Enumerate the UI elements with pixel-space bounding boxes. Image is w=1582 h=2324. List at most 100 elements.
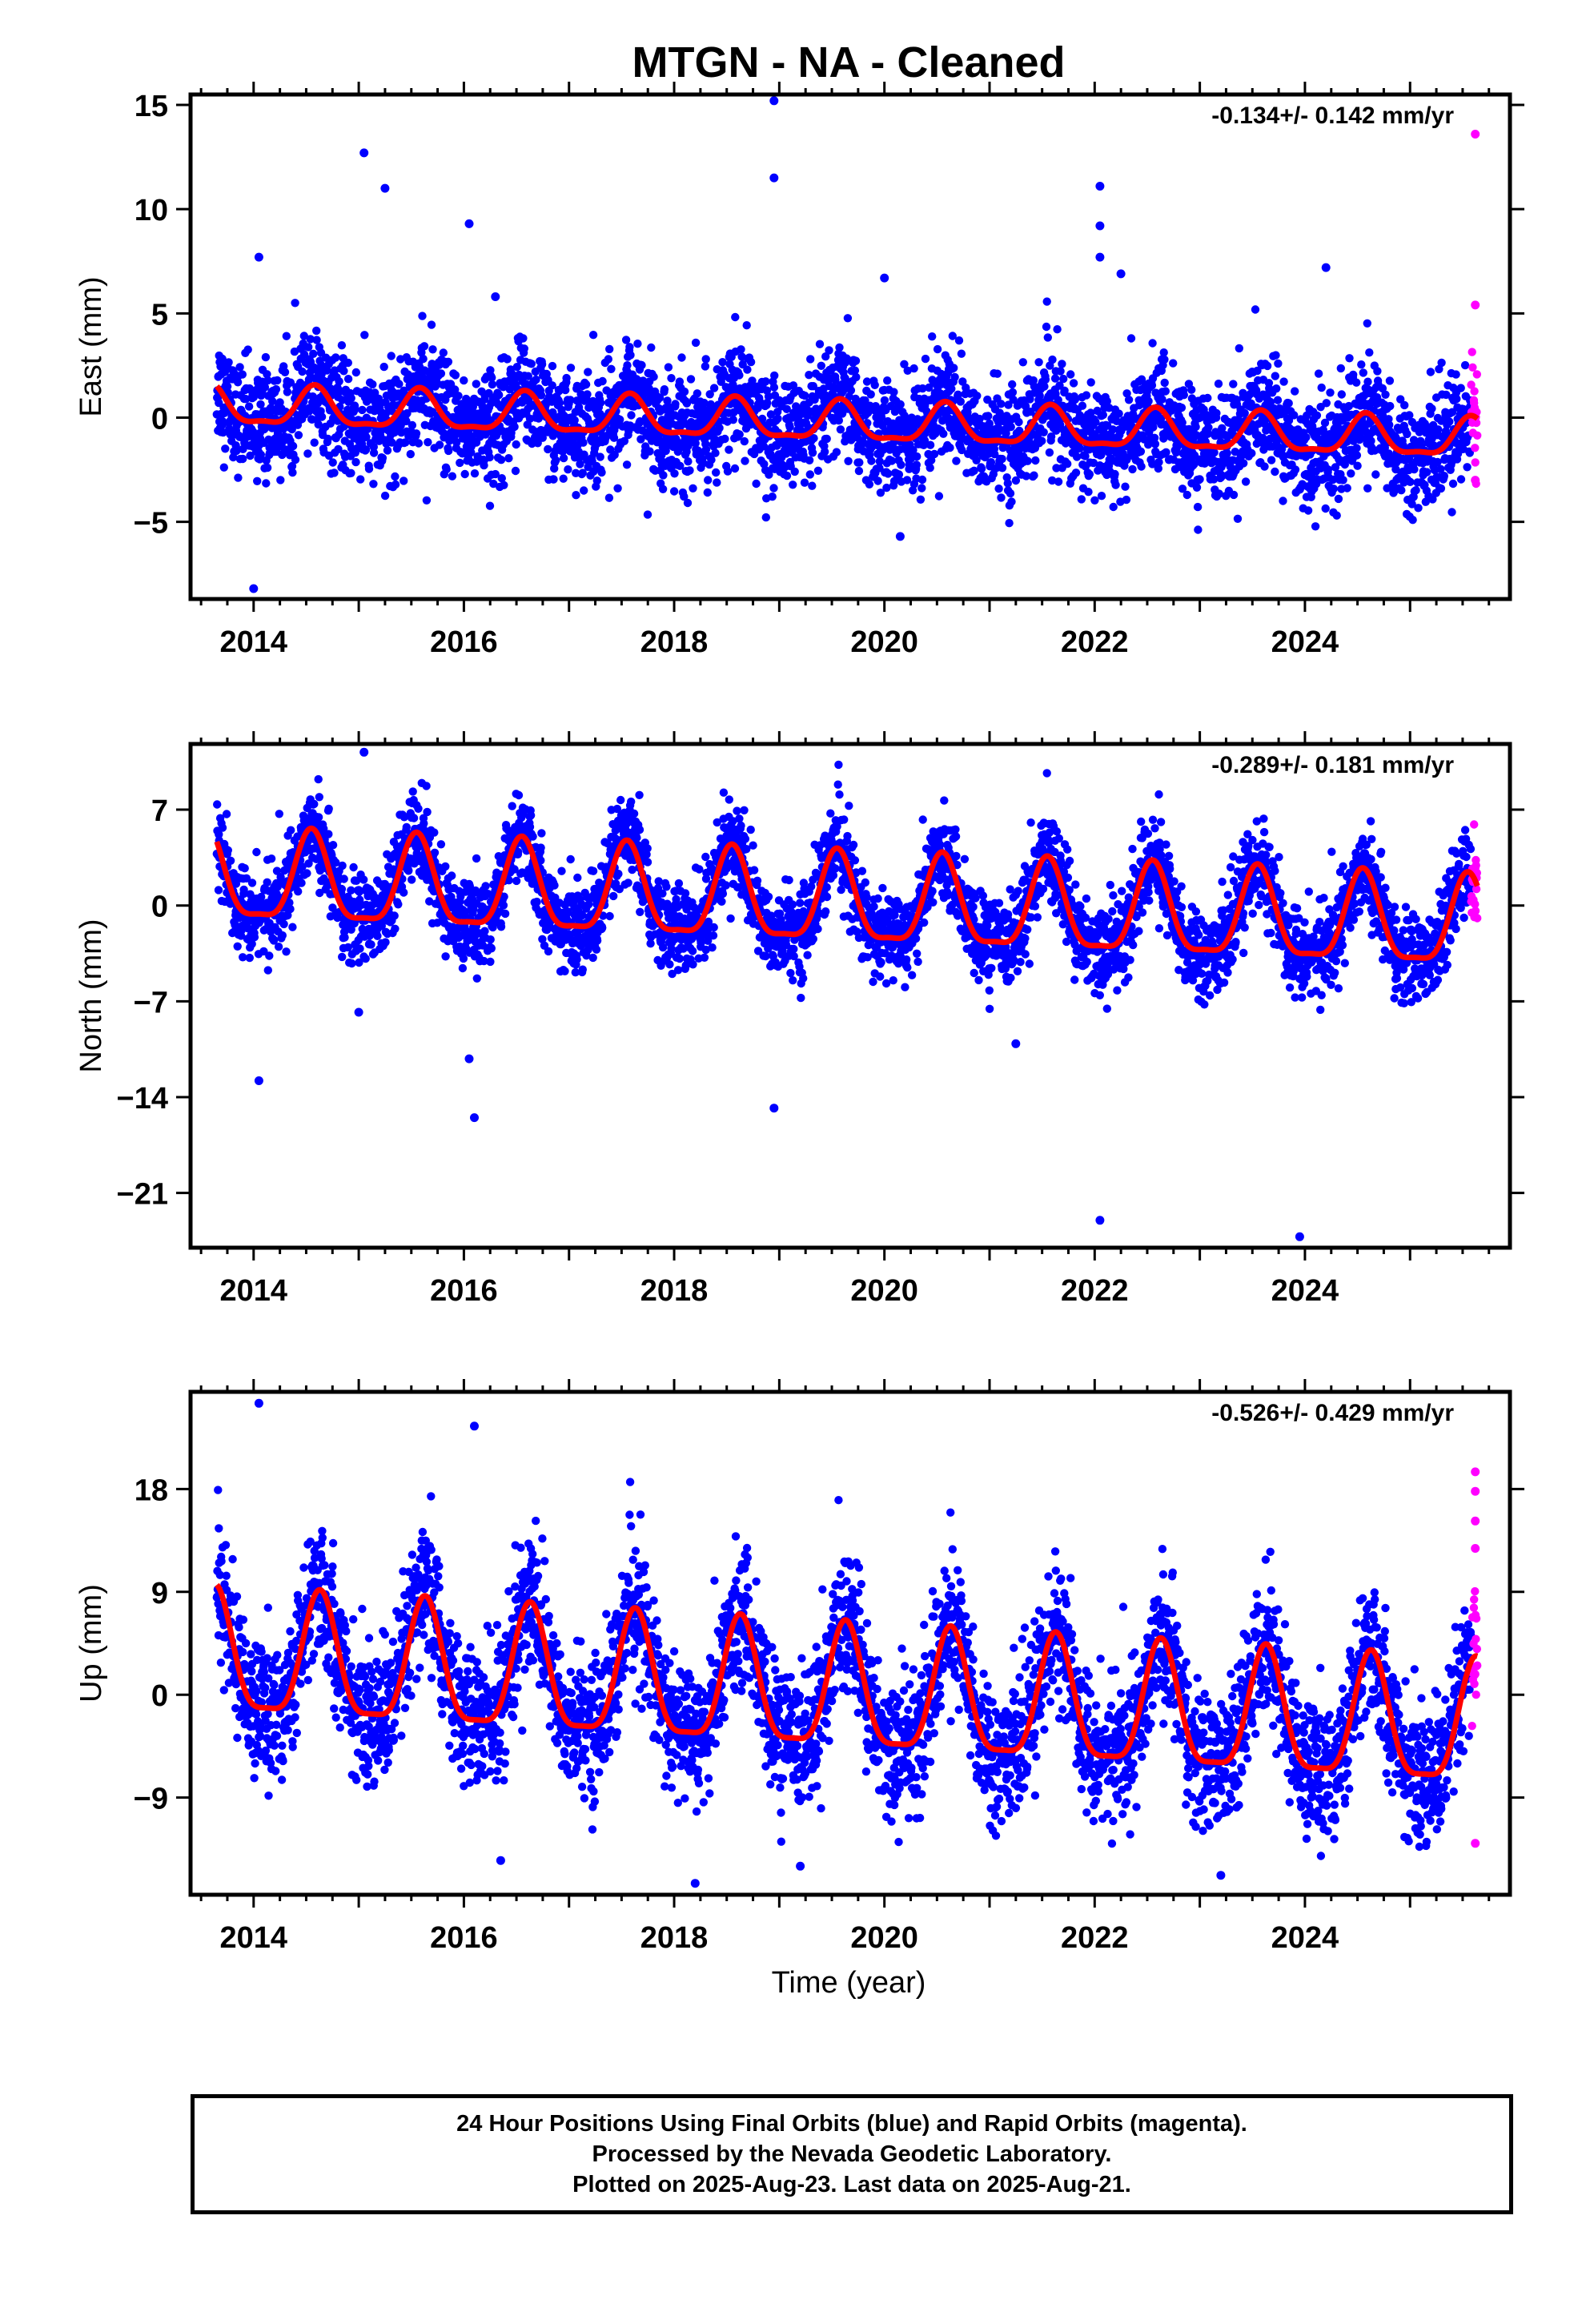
final-point [491, 469, 500, 479]
final-point [312, 336, 321, 344]
final-point [219, 428, 227, 437]
final-point [448, 871, 456, 880]
final-point [1357, 360, 1366, 369]
final-point [588, 331, 598, 340]
final-point [288, 441, 298, 451]
final-point [282, 332, 291, 340]
final-point [1456, 475, 1466, 484]
final-point [621, 336, 631, 344]
final-point [235, 363, 244, 372]
final-point [769, 484, 778, 493]
final-point [391, 480, 400, 489]
final-point [331, 353, 340, 362]
final-point [373, 931, 382, 941]
rapid-point [1468, 363, 1477, 372]
final-point [1271, 351, 1280, 360]
final-point [610, 450, 619, 460]
final-point [789, 480, 797, 489]
final-point [243, 345, 252, 354]
final-point [460, 376, 468, 385]
final-point [489, 479, 498, 489]
final-point [359, 875, 368, 884]
final-point [686, 375, 696, 384]
final-point [232, 446, 241, 456]
final-point [761, 513, 770, 522]
final-point [369, 480, 378, 489]
final-point [658, 485, 668, 493]
final-point [420, 818, 428, 828]
final-point [274, 943, 283, 951]
final-point [222, 810, 231, 818]
final-point [1111, 480, 1120, 489]
final-point [338, 861, 347, 870]
final-point [917, 484, 926, 493]
final-point [280, 368, 290, 376]
final-point [627, 411, 636, 420]
rapid-point [1473, 431, 1482, 440]
final-point [306, 335, 315, 344]
rapid-point [1472, 418, 1481, 428]
final-point [897, 460, 905, 469]
final-point [224, 358, 233, 367]
final-point [902, 476, 912, 485]
final-point [544, 444, 552, 454]
final-point [691, 338, 701, 348]
final-point [866, 390, 875, 399]
final-point [303, 449, 312, 458]
final-point [312, 326, 321, 336]
final-point [1161, 387, 1170, 396]
final-point [950, 372, 959, 382]
final-point [427, 320, 436, 329]
final-point [1332, 511, 1341, 520]
final-point [263, 370, 271, 379]
final-point [1322, 399, 1331, 408]
final-point [424, 438, 432, 447]
final-point [304, 343, 313, 352]
final-point [460, 469, 469, 479]
final-point [1386, 401, 1395, 411]
final-point [1272, 384, 1281, 393]
final-point [835, 343, 844, 352]
final-point [213, 800, 222, 809]
final-point [452, 438, 461, 447]
final-point [604, 355, 612, 364]
final-point [1148, 339, 1157, 348]
final-point [1114, 409, 1123, 418]
final-point [559, 453, 568, 463]
final-point [310, 438, 319, 447]
final-point [1007, 497, 1016, 506]
final-point [1447, 508, 1456, 517]
final-point [583, 390, 592, 399]
final-point [317, 412, 327, 421]
final-point [1191, 422, 1200, 432]
outlier-point [1321, 263, 1331, 272]
final-point [637, 360, 646, 370]
plot-frame [188, 92, 1512, 601]
final-point [347, 959, 356, 968]
final-point [226, 856, 235, 866]
outlier-point [769, 173, 779, 183]
final-point [512, 440, 520, 449]
final-point [1363, 319, 1372, 328]
final-point [422, 782, 431, 790]
final-point [623, 361, 632, 370]
final-point [805, 371, 813, 380]
final-point [310, 799, 319, 809]
final-point [926, 464, 934, 472]
final-point [684, 457, 693, 466]
final-point [770, 371, 779, 380]
final-point [381, 409, 391, 418]
final-point [394, 900, 403, 909]
final-point [626, 351, 635, 360]
final-point [596, 398, 605, 408]
final-point [580, 486, 588, 495]
final-point [309, 349, 318, 358]
final-point [261, 352, 271, 362]
final-point [1365, 348, 1374, 357]
final-point [913, 452, 921, 461]
final-point [1240, 408, 1249, 418]
final-point [330, 468, 339, 477]
final-point [294, 431, 303, 440]
final-point [402, 416, 411, 426]
